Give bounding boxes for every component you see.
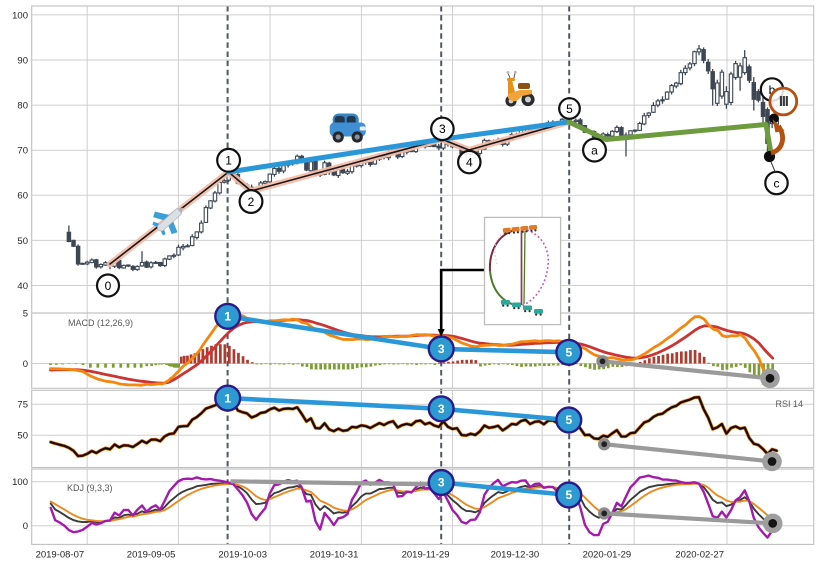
svg-text:2019-09-05: 2019-09-05	[127, 550, 176, 561]
svg-text:50: 50	[17, 236, 28, 247]
svg-text:MACD (12,26,9): MACD (12,26,9)	[68, 318, 133, 328]
svg-text:60: 60	[17, 191, 28, 202]
svg-text:2020-01-29: 2020-01-29	[583, 550, 632, 561]
svg-text:3: 3	[439, 122, 446, 136]
svg-text:3: 3	[438, 476, 445, 490]
svg-text:2019-08-07: 2019-08-07	[36, 550, 85, 561]
svg-text:5: 5	[23, 309, 28, 320]
svg-text:0: 0	[23, 359, 28, 370]
svg-text:3: 3	[438, 342, 445, 356]
svg-text:100: 100	[12, 477, 28, 488]
svg-text:RSI 14: RSI 14	[775, 399, 803, 409]
svg-text:III: III	[779, 93, 789, 110]
svg-text:5: 5	[565, 413, 572, 427]
svg-text:a: a	[591, 143, 598, 157]
svg-text:1: 1	[225, 154, 232, 168]
svg-text:5: 5	[565, 346, 572, 360]
svg-text:2019-10-31: 2019-10-31	[310, 550, 359, 561]
svg-text:0: 0	[105, 279, 112, 293]
svg-text:5: 5	[565, 488, 572, 502]
svg-text:40: 40	[17, 281, 28, 292]
svg-text:100: 100	[12, 10, 28, 21]
svg-text:1: 1	[224, 391, 231, 405]
svg-text:80: 80	[17, 101, 28, 112]
svg-text:50: 50	[17, 431, 28, 442]
svg-text:c: c	[774, 176, 780, 190]
svg-text:70: 70	[17, 146, 28, 157]
svg-text:75: 75	[17, 400, 28, 411]
svg-text:4: 4	[466, 155, 473, 169]
svg-text:2020-02-27: 2020-02-27	[675, 550, 724, 561]
svg-text:2019-11-29: 2019-11-29	[402, 550, 450, 561]
svg-text:2019-12-30: 2019-12-30	[491, 550, 540, 561]
svg-text:5: 5	[566, 102, 573, 116]
svg-text:KDJ (9,3,3): KDJ (9,3,3)	[67, 483, 113, 493]
svg-text:2019-10-03: 2019-10-03	[218, 550, 267, 561]
svg-text:2: 2	[248, 195, 255, 209]
svg-text:b: b	[769, 83, 776, 97]
svg-text:90: 90	[17, 55, 28, 66]
svg-text:1: 1	[224, 310, 231, 324]
svg-text:0: 0	[23, 521, 28, 532]
svg-text:3: 3	[438, 402, 445, 416]
